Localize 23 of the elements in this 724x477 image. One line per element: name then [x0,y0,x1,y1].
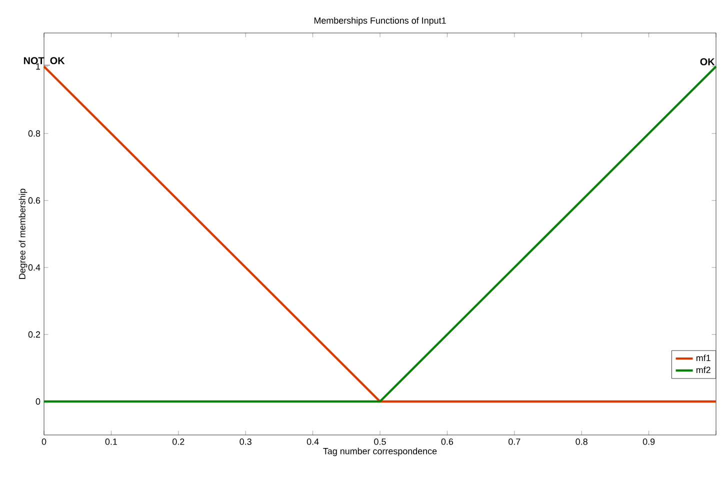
x-tick-label: 0 [42,438,46,445]
x-tick-label: 0.7 [508,438,520,445]
x-tick-label: 0.1 [105,438,117,445]
y-tick-label: 0.2 [28,331,40,338]
annotation: OK [700,58,715,66]
legend-label: mf1 [696,354,710,362]
y-tick-label: 1 [36,63,40,70]
y-tick-label: 0.6 [28,197,40,204]
x-tick-label: 0.9 [642,438,655,445]
chart-title: Memberships Functions of Input1 [314,17,446,26]
x-tick-label: 0.6 [441,438,454,445]
annotation: NOT_OK [24,57,65,66]
y-tick-label: 0 [36,398,40,405]
y-axis-title: Degree of membership [18,188,28,279]
x-axis-title: Tag number correspondence [323,448,437,456]
x-tick-label: 0.5 [374,438,386,445]
x-tick-label: 0.3 [240,438,252,445]
y-tick-label: 0.4 [28,264,40,271]
y-tick-label: 0.8 [28,130,40,137]
x-tick-label: 0.4 [306,438,319,445]
legend-label: mf2 [696,366,710,374]
x-tick-label: 0.8 [576,438,588,445]
x-tick-label: 0.2 [172,438,184,445]
